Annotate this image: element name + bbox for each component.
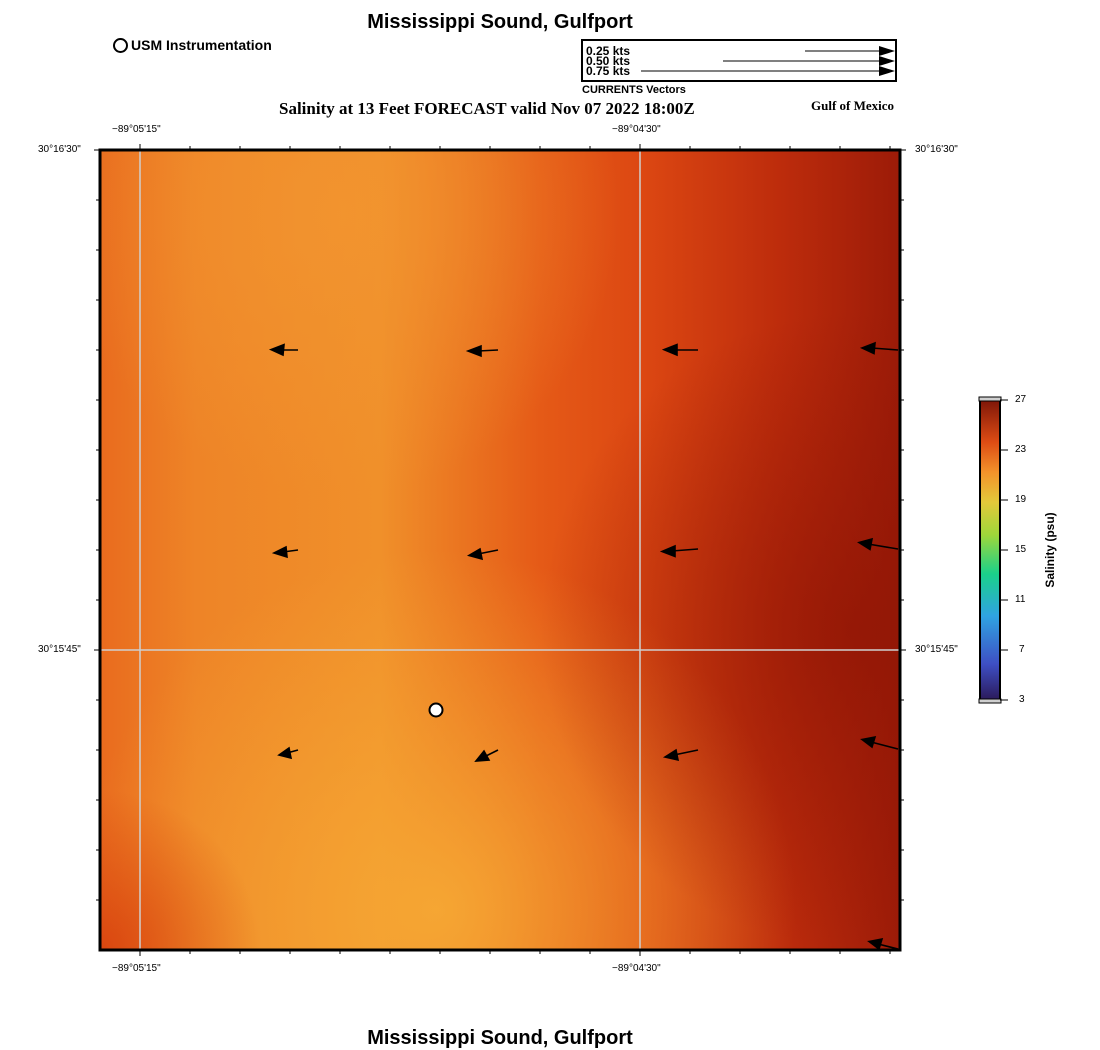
lat-label-left: 30°16'30" — [38, 144, 81, 155]
vector-scale-arrows — [641, 46, 895, 76]
lon-label-bottom: −89°04'30" — [612, 963, 661, 974]
colorbar-tick-label: 23 — [1015, 444, 1027, 455]
arrow-head-icon — [879, 66, 895, 76]
current-vector — [659, 544, 699, 558]
colorbar-tick-label: 15 — [1015, 544, 1027, 555]
vector-legend-caption: CURRENTS Vectors — [582, 84, 686, 96]
colorbar-tick-label: 11 — [1015, 594, 1026, 605]
map-title: Mississippi Sound, Gulfport — [367, 11, 633, 33]
current-vector — [662, 748, 699, 762]
lon-label-top: −89°04'30" — [612, 124, 661, 135]
salinity-colorbar — [978, 396, 1008, 704]
frame-ticks — [94, 144, 906, 956]
lat-label-left: 30°15'45" — [38, 644, 81, 655]
current-vector — [859, 341, 899, 355]
vector-scale-label: 0.75 kts — [586, 64, 631, 78]
usm-station-marker[interactable] — [428, 702, 444, 718]
current-vector — [474, 749, 499, 762]
station-marker-icon — [113, 37, 128, 53]
arrow-head-icon — [879, 46, 895, 56]
colorbar-tick-label: 7 — [1019, 644, 1025, 655]
map-subtitle: Salinity at 13 Feet FORECAST valid Nov 0… — [279, 99, 695, 118]
colorbar-tick-label: 3 — [1019, 694, 1025, 705]
vector-scale-legend: 0.25 kts 0.50 kts 0.75 kts — [581, 39, 897, 82]
current-vector — [867, 937, 899, 951]
current-vector — [661, 343, 698, 357]
current-vector — [271, 545, 299, 559]
lon-label-bottom: −89°05'15" — [112, 963, 161, 974]
lon-label-top: −89°05'15" — [112, 124, 161, 135]
region-label: Gulf of Mexico — [811, 98, 895, 113]
current-vector — [465, 344, 499, 358]
station-legend: USM Instrumentation — [113, 37, 272, 53]
current-vector — [860, 735, 899, 750]
lat-label-right: 30°15'45" — [915, 644, 958, 655]
current-vector — [466, 547, 499, 561]
lat-label-right: 30°16'30" — [915, 144, 958, 155]
map-plot-area — [100, 150, 900, 950]
graticule — [100, 150, 900, 950]
colorbar-tick-label: 19 — [1015, 494, 1027, 505]
vector-scale-label: 0.25 kts — [586, 44, 631, 58]
colorbar-tick-label: 27 — [1015, 394, 1027, 405]
current-vector — [277, 746, 299, 760]
current-vector — [268, 343, 298, 357]
colorbar-title: Salinity (psu) — [1043, 512, 1057, 588]
map-footer-title: Mississippi Sound, Gulfport — [367, 1027, 633, 1049]
station-legend-label: USM Instrumentation — [131, 37, 272, 53]
current-vectors — [268, 341, 899, 951]
current-vector — [857, 537, 899, 551]
vector-scale-label: 0.50 kts — [586, 54, 631, 68]
arrow-head-icon — [879, 56, 895, 66]
colorbar-ramp — [979, 399, 1001, 701]
